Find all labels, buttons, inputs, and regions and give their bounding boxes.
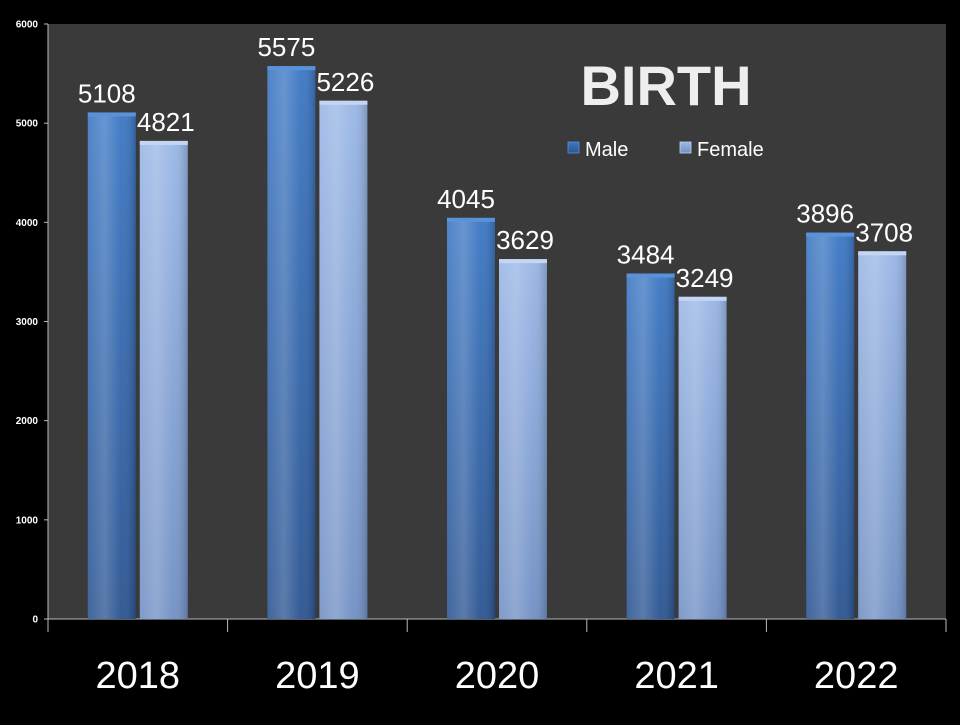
plot-area [48,24,946,619]
bar-sheen [139,140,188,620]
bar-top-bevel [806,232,855,237]
legend-label-female: Female [697,139,764,161]
legend-label-male: Male [585,139,628,161]
legend-swatch-male [567,141,580,154]
bar-top-bevel [139,140,188,145]
y-tick-label: 6000 [16,20,39,31]
y-tick-label: 3000 [16,317,39,328]
bar-top-bevel [499,259,547,264]
y-tick-label: 5000 [16,119,39,130]
y-tick-label: 0 [32,615,38,626]
data-label: 5108 [78,78,136,108]
legend: Male Female [567,139,764,161]
data-label: 3484 [617,240,675,270]
y-tick-label: 4000 [16,218,39,229]
data-label: 5226 [316,67,374,97]
legend-swatch-female [679,141,692,154]
data-label: 3249 [676,263,734,293]
y-tick-label: 2000 [16,416,39,427]
chart-title: BIRTH [580,54,751,117]
bar-top-bevel [678,296,727,301]
x-tick-label: 2020 [455,655,540,697]
bars-group [87,66,907,620]
y-tick-label: 1000 [16,515,39,526]
x-axis: 2018 2019 2020 2021 2022 [47,618,947,697]
data-label: 5575 [257,32,315,62]
value-labels: 5108 5575 4045 3484 3896 4821 5226 3629 3249 3708 [78,32,913,293]
data-label: 4045 [437,184,495,214]
x-tick-label: 2019 [275,655,360,697]
bar-sheen [626,273,675,619]
x-tick-label: 2018 [96,655,181,697]
data-label: 3629 [496,225,554,255]
bar-top-bevel [87,112,136,117]
bar-sheen [319,100,368,619]
bar-top-bevel [626,273,675,278]
data-label: 4821 [137,107,195,137]
bar-sheen [806,232,855,619]
bar-sheen [678,296,727,619]
bar-top-bevel [447,217,495,222]
bar-sheen [87,112,136,619]
x-tick-label: 2021 [634,655,719,697]
data-label: 3896 [796,199,854,229]
bar-sheen [267,66,316,620]
y-axis: 0 1000 2000 3000 4000 5000 6000 [16,20,49,626]
data-label: 3708 [855,217,913,247]
bar-sheen [499,259,547,619]
bar-top-bevel [319,100,368,105]
bar-top-bevel [267,66,316,71]
x-tick-label: 2022 [814,655,899,697]
bar-sheen [447,217,495,619]
bar-sheen [858,251,907,620]
bar-top-bevel [858,251,907,256]
